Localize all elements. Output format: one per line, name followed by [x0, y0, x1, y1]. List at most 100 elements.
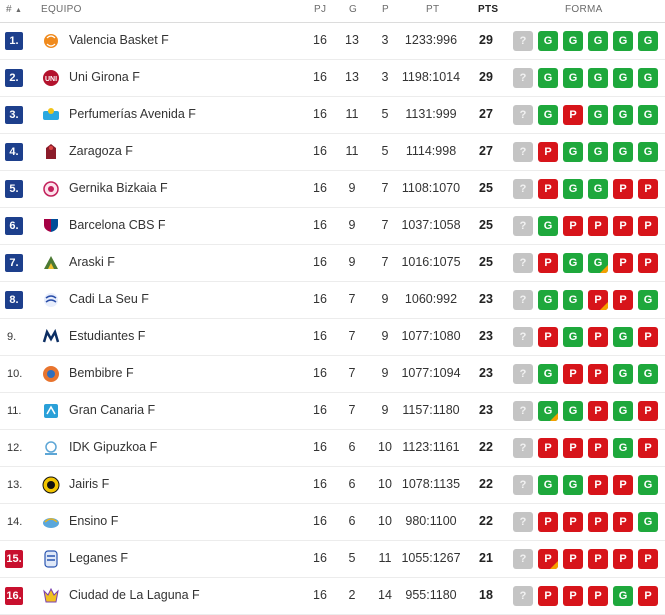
win-badge[interactable]: G: [638, 290, 658, 310]
loss-badge[interactable]: P: [538, 438, 558, 458]
win-badge[interactable]: G: [638, 31, 658, 51]
loss-badge[interactable]: P: [613, 512, 633, 532]
loss-badge[interactable]: P: [563, 216, 583, 236]
loss-badge[interactable]: P: [588, 216, 608, 236]
loss-badge[interactable]: P: [588, 512, 608, 532]
loss-badge[interactable]: P: [638, 586, 658, 606]
loss-badge[interactable]: P: [588, 438, 608, 458]
table-row[interactable]: 9. Estudiantes F 16 7 9 1077:1080 23? P G P G P: [0, 319, 665, 356]
win-badge[interactable]: G: [563, 327, 583, 347]
upcoming-match-badge[interactable]: ?: [513, 364, 533, 384]
upcoming-match-badge[interactable]: ?: [513, 586, 533, 606]
win-badge[interactable]: G: [613, 105, 633, 125]
grancanaria-logo[interactable]: [42, 402, 60, 420]
win-badge[interactable]: G: [613, 31, 633, 51]
win-badge[interactable]: G: [538, 68, 558, 88]
win-badge[interactable]: G: [613, 586, 633, 606]
team-name-link[interactable]: Jairis F: [69, 477, 110, 491]
laguna-logo[interactable]: [42, 587, 60, 605]
ensino-logo[interactable]: [42, 513, 60, 531]
loss-badge[interactable]: P: [638, 549, 658, 569]
team-name-link[interactable]: Bembibre F: [69, 366, 134, 380]
loss-badge[interactable]: P: [538, 179, 558, 199]
team-name-link[interactable]: Ensino F: [69, 514, 119, 528]
win-badge[interactable]: G: [538, 31, 558, 51]
table-row[interactable]: 3. Perfumerías Avenida F 16 11 5 1131:999 27? G…: [0, 97, 665, 134]
loss-badge[interactable]: P: [538, 512, 558, 532]
loss-badge[interactable]: P: [613, 253, 633, 273]
team-name-link[interactable]: Ciudad de La Laguna F: [69, 588, 200, 602]
table-row[interactable]: 2. UNI Uni Girona F 16 13 3 1198:1014 29? G G G G G: [0, 60, 665, 97]
loss-badge[interactable]: P: [638, 327, 658, 347]
table-row[interactable]: 8. Cadi La Seu F 16 7 9 1060:992 23? G G P P G: [0, 282, 665, 319]
loss-badge[interactable]: P: [563, 105, 583, 125]
win-badge[interactable]: G: [563, 401, 583, 421]
table-row[interactable]: 14. Ensino F 16 6 10 980:1100 22? P P P P G: [0, 504, 665, 541]
loss-badge[interactable]: P: [588, 364, 608, 384]
team-name-link[interactable]: Valencia Basket F: [69, 33, 169, 47]
loss-badge[interactable]: P: [563, 438, 583, 458]
team-name-link[interactable]: Uni Girona F: [69, 70, 140, 84]
leganes-logo[interactable]: [42, 550, 60, 568]
header-pt[interactable]: PT: [426, 4, 440, 15]
win-badge[interactable]: G: [538, 105, 558, 125]
win-badge[interactable]: G: [613, 327, 633, 347]
win-badge[interactable]: G: [538, 401, 558, 421]
loss-badge[interactable]: P: [563, 364, 583, 384]
win-badge[interactable]: G: [613, 401, 633, 421]
upcoming-match-badge[interactable]: ?: [513, 105, 533, 125]
win-badge[interactable]: G: [638, 475, 658, 495]
header-p[interactable]: P: [382, 4, 389, 15]
table-row[interactable]: 15. Leganes F 16 5 11 1055:1267 21? P P P P P: [0, 541, 665, 578]
loss-badge[interactable]: P: [638, 438, 658, 458]
win-badge[interactable]: G: [563, 290, 583, 310]
win-badge[interactable]: G: [563, 179, 583, 199]
estudiantes-logo[interactable]: [42, 328, 60, 346]
upcoming-match-badge[interactable]: ?: [513, 179, 533, 199]
header-pts[interactable]: PTS: [478, 4, 499, 15]
loss-badge[interactable]: P: [538, 549, 558, 569]
win-badge[interactable]: G: [563, 68, 583, 88]
header-g[interactable]: G: [349, 4, 358, 15]
loss-badge[interactable]: P: [563, 512, 583, 532]
girona-logo[interactable]: UNI: [42, 69, 60, 87]
table-row[interactable]: 6. Barcelona CBS F 16 9 7 1037:1058 25? G P P P P: [0, 208, 665, 245]
loss-badge[interactable]: P: [538, 586, 558, 606]
win-badge[interactable]: G: [588, 68, 608, 88]
win-badge[interactable]: G: [563, 253, 583, 273]
win-badge[interactable]: G: [638, 68, 658, 88]
win-badge[interactable]: G: [638, 512, 658, 532]
upcoming-match-badge[interactable]: ?: [513, 31, 533, 51]
team-name-link[interactable]: Estudiantes F: [69, 329, 146, 343]
loss-badge[interactable]: P: [613, 290, 633, 310]
win-badge[interactable]: G: [638, 142, 658, 162]
win-badge[interactable]: G: [588, 179, 608, 199]
team-name-link[interactable]: Gran Canaria F: [69, 403, 156, 417]
loss-badge[interactable]: P: [588, 327, 608, 347]
win-badge[interactable]: G: [638, 105, 658, 125]
team-name-link[interactable]: Perfumerías Avenida F: [69, 107, 196, 121]
gernika-logo[interactable]: [42, 180, 60, 198]
table-row[interactable]: 11. Gran Canaria F 16 7 9 1157:1180 23? G G P G P: [0, 393, 665, 430]
table-row[interactable]: 5. Gernika Bizkaia F 16 9 7 1108:1070 25? P G G P P: [0, 171, 665, 208]
team-name-link[interactable]: Cadi La Seu F: [69, 292, 149, 306]
win-badge[interactable]: G: [613, 68, 633, 88]
win-badge[interactable]: G: [563, 475, 583, 495]
table-row[interactable]: 13. Jairis F 16 6 10 1078:1135 22? G G P P G: [0, 467, 665, 504]
upcoming-match-badge[interactable]: ?: [513, 475, 533, 495]
araski-logo[interactable]: [42, 254, 60, 272]
sort-rank-header[interactable]: # ▲: [6, 4, 23, 15]
loss-badge[interactable]: P: [638, 253, 658, 273]
header-team[interactable]: EQUIPO: [41, 4, 82, 15]
loss-badge[interactable]: P: [588, 549, 608, 569]
upcoming-match-badge[interactable]: ?: [513, 68, 533, 88]
gipuzkoa-logo[interactable]: [42, 439, 60, 457]
header-pj[interactable]: PJ: [314, 4, 327, 15]
loss-badge[interactable]: P: [538, 253, 558, 273]
loss-badge[interactable]: P: [638, 179, 658, 199]
jairis-logo[interactable]: [42, 476, 60, 494]
loss-badge[interactable]: P: [588, 290, 608, 310]
upcoming-match-badge[interactable]: ?: [513, 327, 533, 347]
upcoming-match-badge[interactable]: ?: [513, 216, 533, 236]
loss-badge[interactable]: P: [613, 179, 633, 199]
